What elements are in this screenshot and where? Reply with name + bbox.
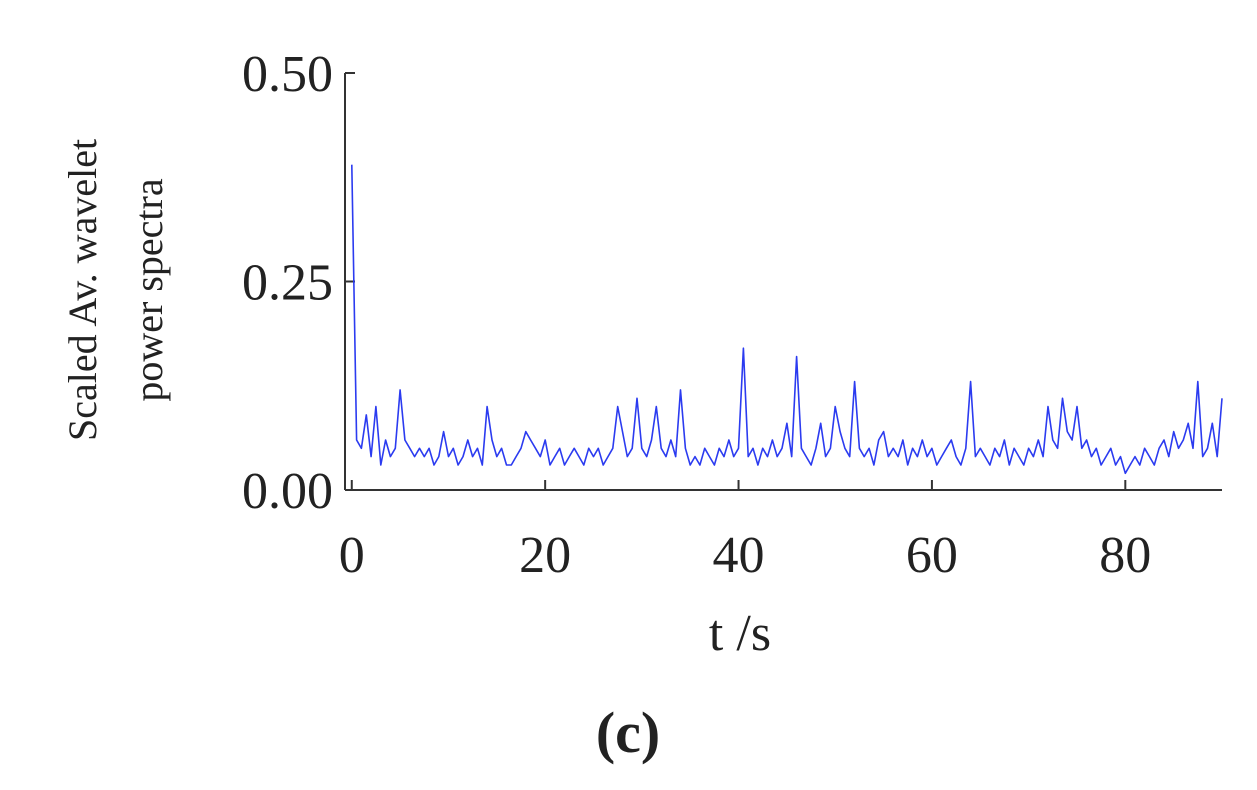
x-axis-label: t /s — [709, 605, 771, 662]
data-line — [351, 164, 1223, 475]
x-tick-label: 60 — [906, 527, 958, 584]
x-tick-label: 20 — [519, 527, 571, 584]
x-tick-label: 0 — [339, 527, 365, 584]
x-tick-label: 40 — [713, 527, 765, 584]
x-tick-label: 80 — [1099, 527, 1151, 584]
y-tick-label: 0.00 — [242, 463, 333, 520]
y-axis-label-line: Scaled Av. wavelet — [60, 139, 105, 441]
panel-caption: (c) — [596, 700, 660, 765]
y-axis-label: Scaled Av. wavelet power spectra — [60, 139, 171, 441]
y-tick-label: 0.50 — [242, 46, 333, 103]
y-tick-label: 0.25 — [242, 255, 333, 312]
y-axis-label-line: power spectra — [126, 178, 171, 401]
